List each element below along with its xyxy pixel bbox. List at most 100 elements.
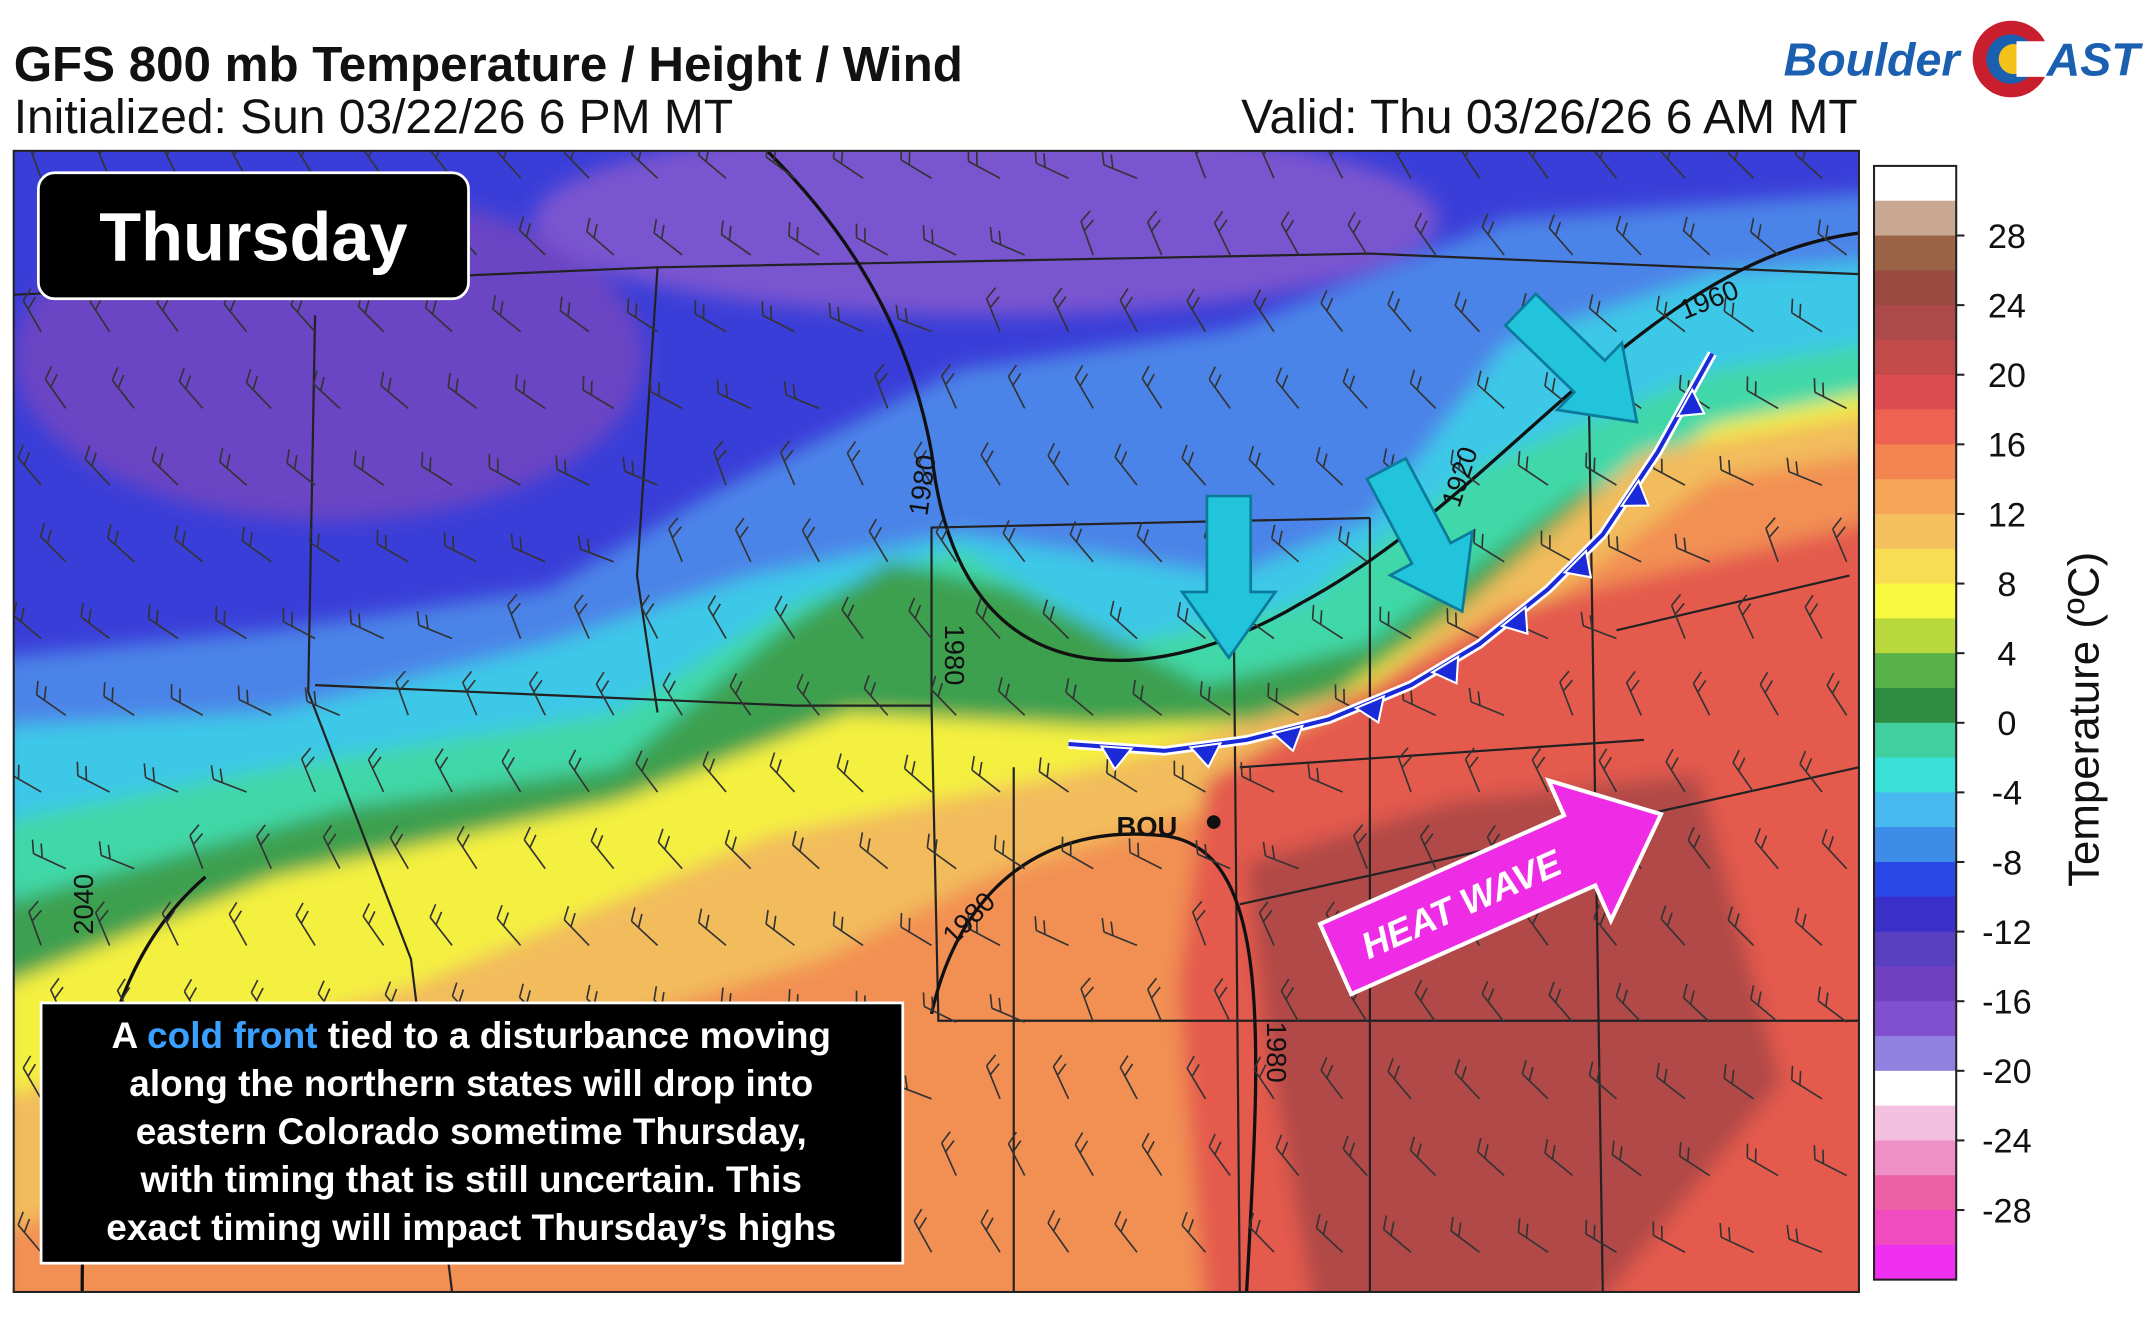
wind-barb bbox=[1311, 605, 1343, 640]
wind-barb bbox=[488, 453, 521, 486]
wind-barb bbox=[1128, 838, 1163, 870]
wind-barb bbox=[1559, 670, 1574, 716]
wind-barb bbox=[1759, 671, 1779, 716]
wind-barb bbox=[573, 594, 590, 639]
front-pips bbox=[1099, 387, 1706, 772]
colorbar-swatch bbox=[1874, 861, 1957, 898]
wind-barb bbox=[1473, 528, 1505, 563]
valid-time: Valid: Thu 03/26/26 6 AM MT bbox=[1241, 91, 1857, 144]
station-dot bbox=[1206, 815, 1221, 829]
colorbar-swatch bbox=[1874, 1105, 1957, 1142]
wind-barb bbox=[496, 150, 522, 179]
wind-barb bbox=[895, 304, 932, 333]
wind-barb bbox=[761, 301, 795, 333]
wind-barb bbox=[1831, 517, 1848, 563]
logo-text: Boulder bbox=[1784, 33, 1963, 85]
wind-barb bbox=[218, 447, 248, 486]
wind-barb bbox=[245, 369, 272, 409]
wind-barb bbox=[783, 380, 820, 410]
colorbar-tick-label: 8 bbox=[1997, 566, 2016, 604]
wind-barb bbox=[868, 518, 889, 563]
colorbar-tick-label: 0 bbox=[1997, 705, 2016, 743]
wind-barb bbox=[1307, 763, 1343, 793]
colorbar-label: Temperature (ºC) bbox=[2060, 552, 2109, 887]
logo-c-gap bbox=[2016, 41, 2053, 77]
wind-barb bbox=[724, 829, 752, 870]
wind-barb bbox=[1181, 444, 1207, 486]
wind-barb bbox=[1258, 901, 1275, 946]
wind-barb bbox=[1517, 451, 1549, 486]
wind-barb bbox=[1101, 150, 1138, 180]
colorbar-swatch bbox=[1874, 827, 1957, 863]
wind-barb bbox=[518, 216, 546, 256]
wind-barb bbox=[1674, 533, 1710, 563]
wind-barb bbox=[462, 670, 478, 716]
colorbar-swatch bbox=[1874, 966, 1957, 1002]
wind-barb bbox=[1065, 678, 1094, 716]
wind-barb bbox=[1320, 1057, 1344, 1100]
wind-barb bbox=[389, 825, 409, 870]
wind-barb bbox=[1191, 900, 1207, 946]
colorbar-swatch bbox=[1874, 583, 1957, 620]
colorbar-tick-label: -16 bbox=[1982, 984, 2031, 1022]
colorbar-tick-label: -8 bbox=[1992, 844, 2022, 882]
logo-text: AST bbox=[2046, 33, 2144, 85]
wind-barb bbox=[1727, 906, 1755, 946]
wind-barb bbox=[241, 526, 272, 563]
front-pip bbox=[1675, 387, 1706, 418]
wind-barb bbox=[367, 747, 385, 793]
colorbar-tick-label: -4 bbox=[1992, 775, 2022, 813]
wind-barb bbox=[1670, 594, 1686, 639]
contour-label: 1980 bbox=[1261, 1022, 1292, 1083]
wind-barb bbox=[1141, 1132, 1163, 1176]
contour-label: 2040 bbox=[68, 874, 99, 935]
wind-barb bbox=[215, 606, 248, 640]
wind-barb bbox=[1280, 978, 1300, 1023]
colorbar-swatch bbox=[1874, 165, 1957, 202]
wind-barb bbox=[595, 671, 615, 716]
wind-barb bbox=[967, 914, 1001, 947]
wind-barb bbox=[76, 761, 110, 793]
wind-barb bbox=[801, 518, 820, 563]
wind-barb bbox=[1660, 150, 1686, 179]
wind-barb bbox=[362, 903, 385, 946]
border-line bbox=[930, 705, 1859, 1022]
wind-barb bbox=[80, 603, 111, 640]
wind-barb bbox=[635, 750, 659, 793]
front-pip bbox=[1619, 478, 1650, 507]
contour-line bbox=[929, 832, 1258, 1292]
wind-barb bbox=[147, 604, 179, 640]
wind-barb bbox=[286, 449, 316, 486]
wind-barb bbox=[1799, 750, 1823, 793]
wind-barb bbox=[975, 598, 1001, 640]
wind-barb bbox=[312, 370, 341, 409]
wind-barb bbox=[1109, 600, 1138, 640]
wind-barb bbox=[1213, 978, 1231, 1023]
wind-barb bbox=[295, 902, 316, 946]
wind-barb bbox=[523, 826, 546, 870]
wind-barb bbox=[702, 751, 727, 793]
wind-barb bbox=[846, 441, 864, 486]
colorbar-swatch bbox=[1874, 931, 1957, 968]
panel-label: Thursday bbox=[99, 198, 407, 275]
wind-barb bbox=[1177, 602, 1207, 640]
colorbar-swatch bbox=[1874, 757, 1957, 794]
wind-barb bbox=[649, 377, 683, 410]
wind-barb bbox=[940, 364, 957, 409]
wind-barb bbox=[1069, 521, 1094, 563]
colorbar-tick-label: 12 bbox=[1988, 496, 2026, 534]
annotation-highlight: cold front bbox=[147, 1015, 317, 1056]
wind-barb bbox=[1813, 378, 1847, 410]
colorbar-swatch bbox=[1874, 1140, 1957, 1176]
wind-barb bbox=[989, 226, 1026, 256]
wind-barb bbox=[22, 1055, 42, 1100]
wind-barb bbox=[1080, 210, 1095, 256]
colorbar-swatch bbox=[1874, 235, 1957, 272]
colorbar-swatch bbox=[1874, 1001, 1957, 1037]
wind-barb bbox=[1813, 1145, 1847, 1177]
wind-barb bbox=[922, 225, 957, 256]
wind-barb bbox=[1446, 608, 1480, 640]
wind-barb bbox=[1660, 905, 1686, 946]
wind-barb bbox=[1615, 982, 1642, 1023]
wind-barb bbox=[913, 441, 933, 486]
